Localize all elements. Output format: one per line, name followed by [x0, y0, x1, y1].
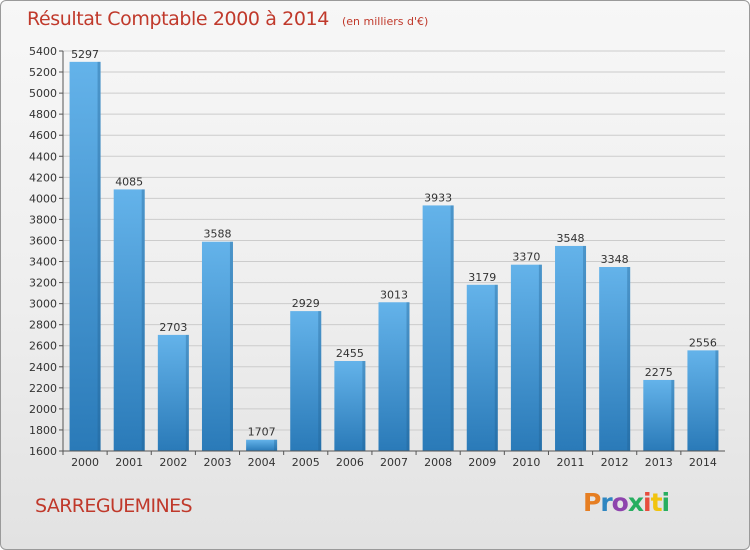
brand-letter: i — [643, 488, 652, 517]
chart-title: Résultat Comptable 2000 à 2014 — [27, 8, 329, 30]
x-tick-label: 2009 — [468, 456, 496, 469]
bar-shade — [450, 205, 454, 451]
brand-logo: Proxiti — [583, 488, 671, 517]
bar-shade — [185, 334, 189, 451]
bar-value-label: 2455 — [336, 347, 364, 360]
x-tick-label: 2006 — [336, 456, 364, 469]
bar-shade — [627, 267, 631, 451]
bar-value-label: 3348 — [601, 253, 629, 266]
x-tick-label: 2001 — [115, 456, 143, 469]
brand-letter: o — [611, 488, 629, 517]
y-tick-label: 2800 — [29, 319, 57, 332]
bar-shade — [141, 189, 145, 451]
bar-value-label: 3370 — [512, 251, 540, 264]
y-tick-label: 3000 — [29, 298, 57, 311]
x-tick-label: 2014 — [689, 456, 717, 469]
bar-2009 — [466, 284, 498, 451]
bar-value-label: 2703 — [159, 321, 187, 334]
bar-2000 — [69, 61, 101, 452]
bar-shade — [671, 379, 675, 451]
bar-shade — [406, 302, 410, 451]
bar-2008 — [422, 205, 454, 451]
bar-value-label: 5297 — [71, 48, 99, 61]
bars: 5297 4085 2703 3588 1707 2929 2455 3013 3933 3179… — [69, 48, 719, 452]
y-tick-label: 5400 — [29, 45, 57, 58]
bar-2004 — [246, 439, 278, 451]
y-axis: 1600 1800 2000 2200 2400 2600 2800 3000 3200 3400… — [29, 45, 64, 458]
bar-value-label: 3588 — [203, 228, 231, 241]
bar-value-label: 3013 — [380, 288, 408, 301]
bar-value-label: 2275 — [645, 366, 673, 379]
y-tick-label: 4400 — [29, 150, 57, 163]
x-tick-label: 2007 — [380, 456, 408, 469]
bar-shade — [494, 284, 498, 451]
y-tick-label: 3600 — [29, 234, 57, 247]
brand-letter: P — [583, 488, 601, 517]
bar-shade — [229, 241, 233, 451]
commune-name: SARREGUEMINES — [35, 495, 193, 517]
bar-shade — [538, 264, 542, 451]
bar-value-label: 2929 — [292, 297, 320, 310]
bar-value-label: 3548 — [557, 232, 585, 245]
bar-2014 — [687, 350, 719, 451]
bar-shade — [318, 311, 322, 451]
y-tick-label: 3800 — [29, 213, 57, 226]
brand-letter: t — [650, 488, 663, 517]
y-tick-label: 2000 — [29, 403, 57, 416]
bar-2001 — [113, 189, 145, 451]
bar-2003 — [201, 241, 233, 451]
bar-shade — [583, 245, 587, 451]
chart-subtitle: (en milliers d'€) — [341, 15, 429, 28]
brand-letter: i — [661, 488, 671, 517]
bar-2006 — [334, 361, 366, 451]
bar-value-label: 1707 — [248, 426, 276, 439]
x-tick-label: 2011 — [557, 456, 585, 469]
bar-2011 — [555, 245, 587, 451]
x-tick-label: 2005 — [292, 456, 320, 469]
x-tick-label: 2000 — [71, 456, 99, 469]
y-tick-label: 5000 — [29, 87, 57, 100]
y-tick-label: 1600 — [29, 445, 57, 458]
x-axis: 2000 2001 2002 2003 2004 2005 2006 2007 2008 2009… — [62, 450, 725, 469]
bar-value-label: 3933 — [424, 191, 452, 204]
y-tick-label: 4200 — [29, 171, 57, 184]
bar-2012 — [599, 267, 631, 451]
bar-value-label: 2556 — [689, 336, 717, 349]
bar-2010 — [510, 264, 542, 451]
bar-shade — [715, 350, 719, 451]
y-tick-label: 3400 — [29, 256, 57, 269]
y-tick-label: 1800 — [29, 424, 57, 437]
bar-2005 — [290, 311, 322, 451]
bar-shade — [362, 361, 366, 451]
chart-header: Résultat Comptable 2000 à 2014 (en milli… — [27, 8, 428, 30]
x-tick-label: 2008 — [424, 456, 452, 469]
y-tick-label: 4600 — [29, 129, 57, 142]
bar-value-label: 3179 — [468, 271, 496, 284]
bar-shade — [274, 439, 278, 451]
y-tick-label: 4800 — [29, 108, 57, 121]
x-tick-label: 2002 — [159, 456, 187, 469]
y-tick-label: 3200 — [29, 277, 57, 290]
x-tick-label: 2010 — [512, 456, 540, 469]
bar-2013 — [643, 379, 675, 451]
y-tick-label: 2200 — [29, 382, 57, 395]
bar-2002 — [157, 334, 189, 451]
x-tick-label: 2012 — [601, 456, 629, 469]
bar-shade — [97, 61, 101, 452]
brand-letter: x — [627, 488, 644, 517]
x-tick-label: 2013 — [645, 456, 673, 469]
y-tick-label: 2600 — [29, 340, 57, 353]
brand-letter: r — [600, 488, 612, 517]
y-tick-label: 5200 — [29, 66, 57, 79]
y-tick-label: 2400 — [29, 361, 57, 374]
bar-2007 — [378, 302, 410, 451]
bar-value-label: 4085 — [115, 175, 143, 188]
y-tick-label: 4000 — [29, 192, 57, 205]
x-tick-label: 2004 — [248, 456, 276, 469]
x-tick-label: 2003 — [203, 456, 231, 469]
